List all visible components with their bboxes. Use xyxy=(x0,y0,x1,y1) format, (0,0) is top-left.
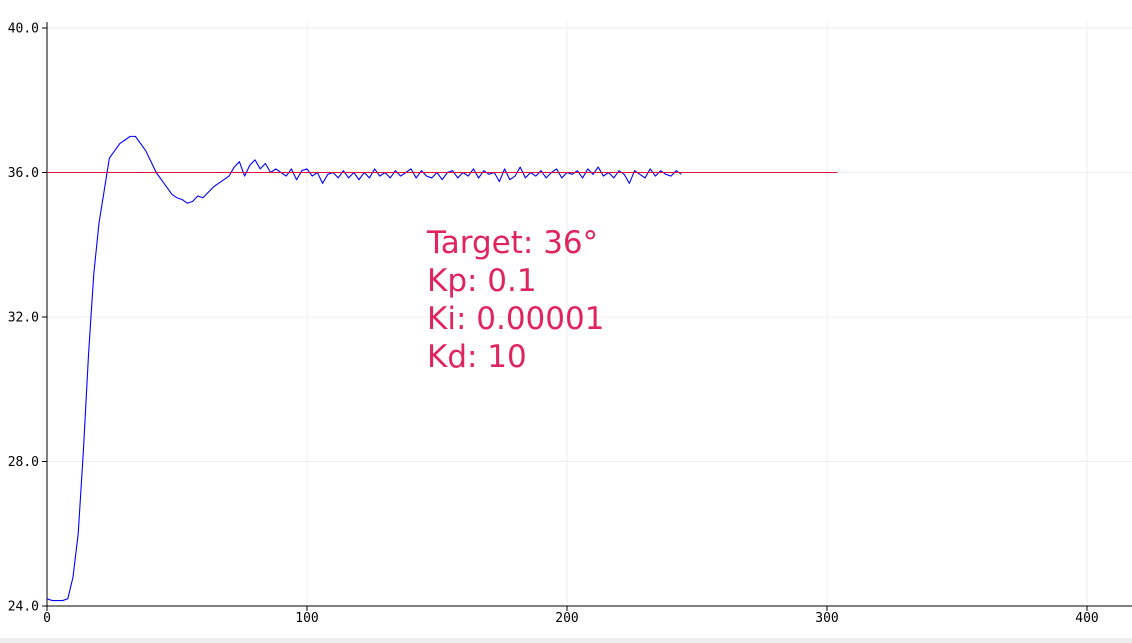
x-tick-label: 300 xyxy=(815,611,838,626)
x-tick-label: 0 xyxy=(43,611,51,626)
y-tick-label: 36.0 xyxy=(8,166,39,181)
x-tick-label: 100 xyxy=(295,611,318,626)
y-tick-label: 32.0 xyxy=(8,311,39,326)
x-tick-label: 200 xyxy=(555,611,578,626)
annotation-line: Kd: 10 xyxy=(427,339,527,375)
bottom-strip xyxy=(0,638,1132,643)
y-tick-label: 28.0 xyxy=(8,455,39,470)
y-tick-label: 40.0 xyxy=(8,22,39,37)
y-tick-label: 24.0 xyxy=(8,600,39,615)
annotation-line: Target: 36° xyxy=(426,225,598,261)
x-tick-label: 400 xyxy=(1075,611,1098,626)
annotation-line: Kp: 0.1 xyxy=(427,263,537,299)
annotation-line: Ki: 0.00001 xyxy=(427,301,604,337)
